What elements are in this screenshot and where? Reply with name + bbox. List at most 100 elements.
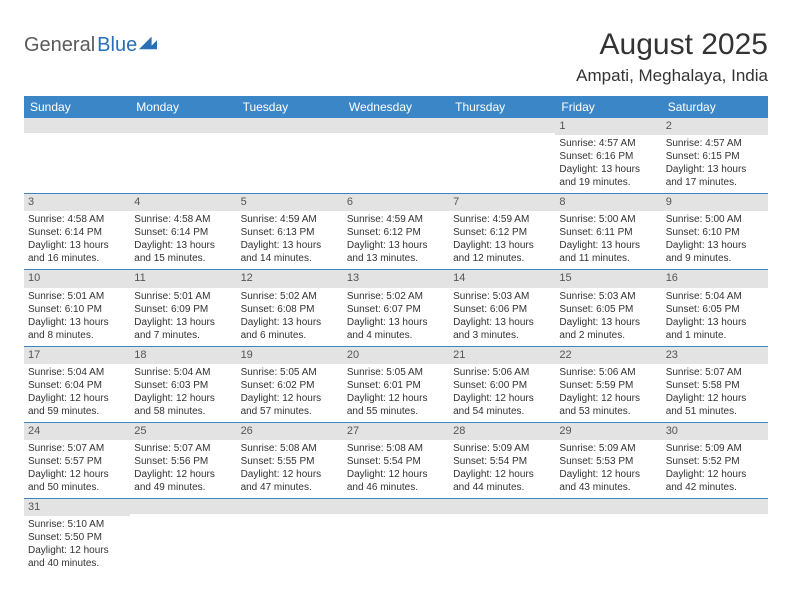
- sunrise-text: Sunrise: 5:00 AM: [666, 213, 764, 226]
- day-number: 28: [449, 423, 555, 440]
- day-number: 19: [237, 347, 343, 364]
- sunset-text: Sunset: 5:59 PM: [559, 379, 657, 392]
- day-number: 23: [662, 347, 768, 364]
- daylight-text: Daylight: 12 hours and 44 minutes.: [453, 468, 551, 494]
- day-number: 31: [24, 499, 130, 516]
- day-details: Sunrise: 5:00 AMSunset: 6:10 PMDaylight:…: [662, 211, 768, 269]
- sunrise-text: Sunrise: 5:05 AM: [347, 366, 445, 379]
- sunset-text: Sunset: 6:06 PM: [453, 303, 551, 316]
- day-details: Sunrise: 5:04 AMSunset: 6:05 PMDaylight:…: [662, 288, 768, 346]
- calendar-day-cell: [662, 498, 768, 574]
- calendar-day-cell: 4Sunrise: 4:58 AMSunset: 6:14 PMDaylight…: [130, 194, 236, 270]
- daylight-text: Daylight: 12 hours and 49 minutes.: [134, 468, 232, 494]
- day-details: Sunrise: 5:00 AMSunset: 6:11 PMDaylight:…: [555, 211, 661, 269]
- day-number: 30: [662, 423, 768, 440]
- calendar-week-row: 17Sunrise: 5:04 AMSunset: 6:04 PMDayligh…: [24, 346, 768, 422]
- day-details: Sunrise: 5:08 AMSunset: 5:55 PMDaylight:…: [237, 440, 343, 498]
- sunrise-text: Sunrise: 4:57 AM: [666, 137, 764, 150]
- calendar-day-cell: 7Sunrise: 4:59 AMSunset: 6:12 PMDaylight…: [449, 194, 555, 270]
- day-number: 22: [555, 347, 661, 364]
- calendar-day-cell: 22Sunrise: 5:06 AMSunset: 5:59 PMDayligh…: [555, 346, 661, 422]
- day-details: Sunrise: 5:02 AMSunset: 6:08 PMDaylight:…: [237, 288, 343, 346]
- calendar-day-cell: 1Sunrise: 4:57 AMSunset: 6:16 PMDaylight…: [555, 118, 661, 194]
- daylight-text: Daylight: 13 hours and 2 minutes.: [559, 316, 657, 342]
- calendar-day-cell: [237, 498, 343, 574]
- day-details: Sunrise: 5:08 AMSunset: 5:54 PMDaylight:…: [343, 440, 449, 498]
- month-title: August 2025: [576, 28, 768, 62]
- title-block: August 2025 Ampati, Meghalaya, India: [576, 28, 768, 86]
- sunset-text: Sunset: 5:55 PM: [241, 455, 339, 468]
- day-details: Sunrise: 5:06 AMSunset: 6:00 PMDaylight:…: [449, 364, 555, 422]
- sunset-text: Sunset: 5:57 PM: [28, 455, 126, 468]
- sunset-text: Sunset: 6:04 PM: [28, 379, 126, 392]
- calendar-day-cell: 11Sunrise: 5:01 AMSunset: 6:09 PMDayligh…: [130, 270, 236, 346]
- day-number: [343, 118, 449, 133]
- sunset-text: Sunset: 6:03 PM: [134, 379, 232, 392]
- daylight-text: Daylight: 13 hours and 19 minutes.: [559, 163, 657, 189]
- calendar-day-cell: 16Sunrise: 5:04 AMSunset: 6:05 PMDayligh…: [662, 270, 768, 346]
- sunset-text: Sunset: 6:05 PM: [559, 303, 657, 316]
- calendar-day-cell: [130, 498, 236, 574]
- calendar-day-cell: 18Sunrise: 5:04 AMSunset: 6:03 PMDayligh…: [130, 346, 236, 422]
- logo: GeneralBlue: [24, 34, 157, 57]
- day-number: 4: [130, 194, 236, 211]
- calendar-header-row: SundayMondayTuesdayWednesdayThursdayFrid…: [24, 96, 768, 118]
- day-number: 11: [130, 270, 236, 287]
- daylight-text: Daylight: 13 hours and 17 minutes.: [666, 163, 764, 189]
- day-number: [237, 499, 343, 514]
- calendar-day-cell: 6Sunrise: 4:59 AMSunset: 6:12 PMDaylight…: [343, 194, 449, 270]
- sunset-text: Sunset: 6:15 PM: [666, 150, 764, 163]
- sunset-text: Sunset: 5:56 PM: [134, 455, 232, 468]
- day-details: Sunrise: 5:03 AMSunset: 6:05 PMDaylight:…: [555, 288, 661, 346]
- day-details: Sunrise: 5:04 AMSunset: 6:04 PMDaylight:…: [24, 364, 130, 422]
- sunrise-text: Sunrise: 5:07 AM: [134, 442, 232, 455]
- logo-word-2: Blue: [97, 34, 137, 57]
- sunset-text: Sunset: 6:02 PM: [241, 379, 339, 392]
- sunset-text: Sunset: 6:11 PM: [559, 226, 657, 239]
- calendar-day-cell: [343, 118, 449, 194]
- sunset-text: Sunset: 5:50 PM: [28, 531, 126, 544]
- calendar-day-cell: 10Sunrise: 5:01 AMSunset: 6:10 PMDayligh…: [24, 270, 130, 346]
- day-details: Sunrise: 5:01 AMSunset: 6:09 PMDaylight:…: [130, 288, 236, 346]
- day-number: 21: [449, 347, 555, 364]
- daylight-text: Daylight: 12 hours and 46 minutes.: [347, 468, 445, 494]
- sunset-text: Sunset: 6:10 PM: [666, 226, 764, 239]
- daylight-text: Daylight: 12 hours and 43 minutes.: [559, 468, 657, 494]
- sunset-text: Sunset: 5:54 PM: [453, 455, 551, 468]
- sunrise-text: Sunrise: 5:02 AM: [241, 290, 339, 303]
- day-details: Sunrise: 5:07 AMSunset: 5:57 PMDaylight:…: [24, 440, 130, 498]
- weekday-header: Thursday: [449, 96, 555, 118]
- daylight-text: Daylight: 12 hours and 42 minutes.: [666, 468, 764, 494]
- sunset-text: Sunset: 6:07 PM: [347, 303, 445, 316]
- daylight-text: Daylight: 13 hours and 8 minutes.: [28, 316, 126, 342]
- day-details: Sunrise: 5:05 AMSunset: 6:01 PMDaylight:…: [343, 364, 449, 422]
- day-details: Sunrise: 4:58 AMSunset: 6:14 PMDaylight:…: [24, 211, 130, 269]
- daylight-text: Daylight: 12 hours and 54 minutes.: [453, 392, 551, 418]
- calendar-day-cell: 25Sunrise: 5:07 AMSunset: 5:56 PMDayligh…: [130, 422, 236, 498]
- sunset-text: Sunset: 5:58 PM: [666, 379, 764, 392]
- sunrise-text: Sunrise: 5:09 AM: [666, 442, 764, 455]
- daylight-text: Daylight: 12 hours and 57 minutes.: [241, 392, 339, 418]
- day-details: Sunrise: 5:03 AMSunset: 6:06 PMDaylight:…: [449, 288, 555, 346]
- daylight-text: Daylight: 13 hours and 9 minutes.: [666, 239, 764, 265]
- day-details: Sunrise: 5:09 AMSunset: 5:54 PMDaylight:…: [449, 440, 555, 498]
- day-details: Sunrise: 5:07 AMSunset: 5:56 PMDaylight:…: [130, 440, 236, 498]
- weekday-header: Tuesday: [237, 96, 343, 118]
- daylight-text: Daylight: 13 hours and 14 minutes.: [241, 239, 339, 265]
- sunrise-text: Sunrise: 5:04 AM: [134, 366, 232, 379]
- calendar-day-cell: [130, 118, 236, 194]
- calendar-week-row: 1Sunrise: 4:57 AMSunset: 6:16 PMDaylight…: [24, 118, 768, 194]
- sunrise-text: Sunrise: 5:08 AM: [347, 442, 445, 455]
- calendar-day-cell: 26Sunrise: 5:08 AMSunset: 5:55 PMDayligh…: [237, 422, 343, 498]
- daylight-text: Daylight: 12 hours and 47 minutes.: [241, 468, 339, 494]
- day-number: 18: [130, 347, 236, 364]
- day-number: 25: [130, 423, 236, 440]
- calendar-day-cell: [343, 498, 449, 574]
- daylight-text: Daylight: 12 hours and 53 minutes.: [559, 392, 657, 418]
- sunrise-text: Sunrise: 5:05 AM: [241, 366, 339, 379]
- calendar-day-cell: 28Sunrise: 5:09 AMSunset: 5:54 PMDayligh…: [449, 422, 555, 498]
- day-number: [24, 118, 130, 133]
- calendar-day-cell: [237, 118, 343, 194]
- header: GeneralBlue August 2025 Ampati, Meghalay…: [24, 28, 768, 86]
- day-details: Sunrise: 5:02 AMSunset: 6:07 PMDaylight:…: [343, 288, 449, 346]
